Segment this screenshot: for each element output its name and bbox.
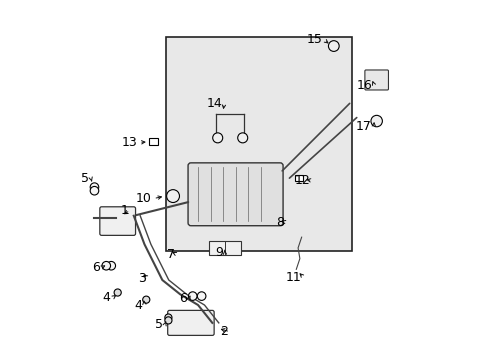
Circle shape [90,186,99,195]
Circle shape [90,183,99,192]
Text: 13: 13 [122,136,137,149]
FancyBboxPatch shape [167,310,214,336]
Text: 11: 11 [285,271,301,284]
Circle shape [166,190,179,203]
Text: 6: 6 [92,261,100,274]
Text: 14: 14 [206,97,222,110]
Circle shape [102,261,110,270]
Text: 7: 7 [166,248,175,261]
Circle shape [212,133,222,143]
Text: 1: 1 [120,204,128,217]
Bar [165,37,351,251]
Text: 4: 4 [135,298,142,311]
Text: 10: 10 [136,192,151,205]
Bar [294,175,302,181]
Text: 12: 12 [294,174,310,187]
Circle shape [114,289,121,296]
Text: 9: 9 [215,246,223,259]
Circle shape [197,292,205,300]
Text: 2: 2 [220,325,228,338]
Circle shape [142,296,149,303]
Text: 16: 16 [356,79,372,92]
Circle shape [107,261,115,270]
Circle shape [237,133,247,143]
Text: 4: 4 [102,291,110,305]
Text: 6: 6 [179,292,187,305]
FancyBboxPatch shape [188,163,283,226]
Text: 3: 3 [138,272,146,285]
Circle shape [164,314,172,321]
Text: 8: 8 [275,216,283,229]
Circle shape [328,41,339,51]
Bar [149,138,158,145]
Text: 15: 15 [306,33,322,46]
Circle shape [188,292,197,300]
Text: 5: 5 [155,318,163,331]
Text: 5: 5 [81,172,89,185]
Circle shape [370,115,382,127]
FancyBboxPatch shape [100,207,135,235]
Circle shape [164,317,172,324]
Text: 17: 17 [355,120,371,133]
FancyBboxPatch shape [364,70,387,90]
Bar [208,241,241,255]
